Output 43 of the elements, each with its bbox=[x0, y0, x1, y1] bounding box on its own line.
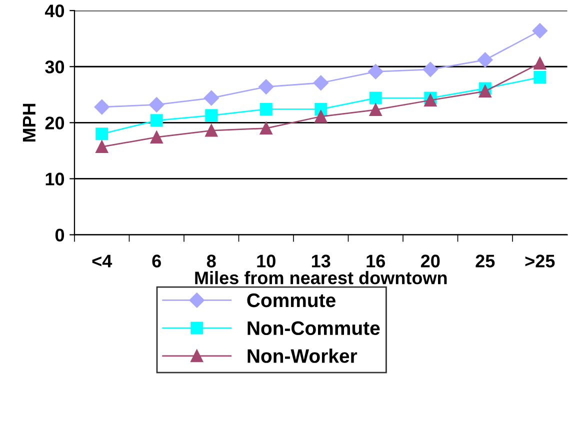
y-tick-label: 30 bbox=[45, 60, 64, 74]
x-tick-label: 8 bbox=[206, 254, 216, 268]
x-tick-label: 16 bbox=[366, 254, 386, 268]
point bbox=[534, 57, 546, 70]
point bbox=[369, 104, 382, 116]
y-axis-title: MPH bbox=[22, 104, 36, 142]
x-tick-label: 20 bbox=[420, 254, 440, 268]
point bbox=[204, 90, 219, 106]
x-tick-label: 13 bbox=[312, 254, 330, 268]
point bbox=[260, 122, 272, 135]
point bbox=[260, 102, 272, 116]
point bbox=[313, 75, 328, 90]
y-tick-label: 40 bbox=[44, 4, 64, 18]
point bbox=[150, 114, 163, 127]
x-axis-title: Miles from nearest downtown bbox=[195, 271, 447, 284]
point bbox=[532, 23, 548, 38]
point bbox=[369, 92, 382, 104]
point bbox=[205, 109, 218, 122]
point bbox=[422, 62, 438, 77]
point bbox=[94, 99, 110, 115]
x-tick-label: 25 bbox=[476, 254, 495, 268]
legend-label: Non-Worker bbox=[248, 348, 358, 363]
y-tick-label: 0 bbox=[55, 228, 64, 242]
point bbox=[534, 71, 546, 84]
x-tick-label: 10 bbox=[257, 254, 276, 268]
y-tick-label: 10 bbox=[46, 172, 64, 186]
point bbox=[478, 85, 492, 98]
point bbox=[96, 140, 108, 154]
point bbox=[149, 97, 164, 112]
y-tick-label: 20 bbox=[45, 116, 64, 130]
point bbox=[258, 79, 274, 94]
point bbox=[424, 94, 437, 106]
point bbox=[478, 52, 493, 68]
point bbox=[96, 128, 108, 140]
x-tick-label: >25 bbox=[525, 254, 555, 268]
point bbox=[205, 124, 218, 137]
x-tick-label: 6 bbox=[152, 254, 161, 268]
point bbox=[150, 130, 163, 144]
legend-label: Commute bbox=[247, 293, 336, 308]
point bbox=[368, 64, 384, 80]
legend-label: Non-Commute bbox=[248, 321, 380, 336]
point bbox=[314, 110, 328, 123]
x-tick-label: <4 bbox=[92, 254, 112, 268]
